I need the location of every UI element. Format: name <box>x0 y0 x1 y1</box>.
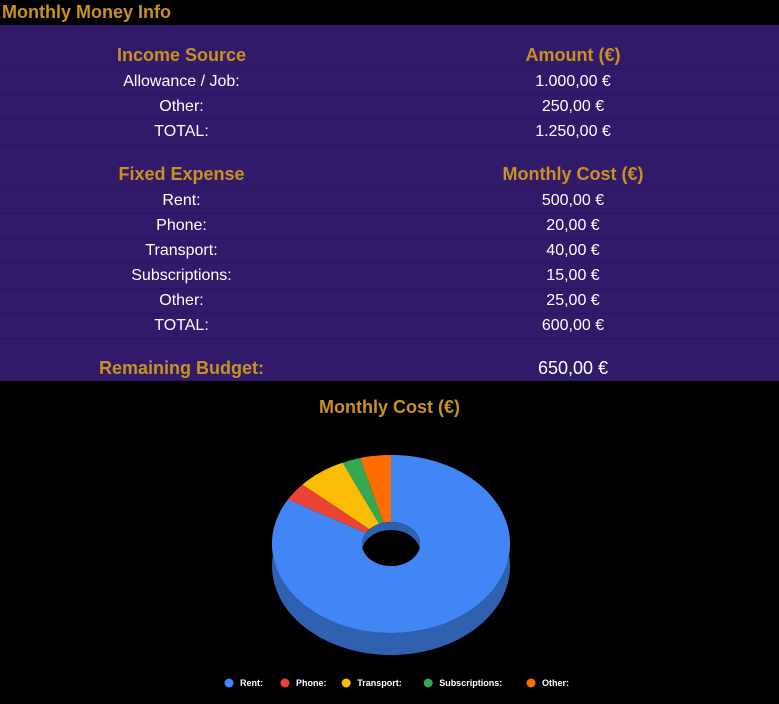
expense-value: 15,00 € <box>546 267 600 284</box>
table-row: Phone: 20,00 € <box>0 213 779 239</box>
donut-inner-wall <box>362 522 420 552</box>
expense-label: Other: <box>159 292 204 309</box>
expense-label: Transport: <box>145 242 218 259</box>
income-label: Other: <box>159 98 204 115</box>
legend-swatch <box>280 678 290 688</box>
pie-slice-other[interactable] <box>360 455 391 523</box>
pie-slice-subscriptions[interactable] <box>342 458 384 524</box>
legend-label: Subscriptions: <box>439 678 502 688</box>
expense-total-value: 600,00 € <box>541 317 605 334</box>
expense-total-label: TOTAL: <box>154 317 209 334</box>
chart-title: Monthly Cost (€) <box>319 397 460 417</box>
table-row: Allowance / Job: 1.000,00 € <box>0 69 779 95</box>
expense-value: 40,00 € <box>546 242 600 259</box>
pie-chart-area: Monthly Cost (€) Rent: Phone: Transport: Su… <box>0 381 779 704</box>
income-total-value: 1.250,00 € <box>535 123 611 140</box>
legend-label: Phone: <box>296 678 327 688</box>
legend-label: Rent: <box>240 678 263 688</box>
legend-swatch <box>423 678 433 688</box>
legend-label: Other: <box>542 678 569 688</box>
legend-swatch <box>526 678 536 688</box>
expense-value: 25,00 € <box>546 292 600 309</box>
fixed-expense-header: Fixed Expense <box>118 164 245 184</box>
pie-slice-phone[interactable] <box>287 484 370 533</box>
remaining-budget-value: 650,00 € <box>537 358 609 378</box>
table-row: Subscriptions: 15,00 € <box>0 263 779 289</box>
expense-value: 20,00 € <box>546 217 600 234</box>
pie-slice-transport[interactable] <box>302 462 380 530</box>
legend-entry[interactable]: Phone: <box>280 678 327 688</box>
donut-hole <box>362 522 420 566</box>
expense-label: Rent: <box>162 192 201 209</box>
page-title: Monthly Money Info <box>2 2 171 22</box>
income-label: Allowance / Job: <box>123 73 240 90</box>
legend-entry[interactable]: Subscriptions: <box>423 678 503 688</box>
table-row: Other: 25,00 € <box>0 288 779 314</box>
expense-header-row: Fixed Expense Monthly Cost (€) <box>0 162 779 188</box>
legend-swatch <box>341 678 351 688</box>
income-header-row: Income Source Amount (€) <box>0 43 779 69</box>
income-value: 1.000,00 € <box>535 73 611 90</box>
table-row: Transport: 40,00 € <box>0 238 779 264</box>
income-value: 250,00 € <box>541 98 605 115</box>
remaining-budget-row: Remaining Budget: 650,00 € <box>0 356 779 381</box>
income-source-header: Income Source <box>116 45 247 65</box>
expense-label: Subscriptions: <box>131 267 232 284</box>
remaining-budget-label: Remaining Budget: <box>99 358 264 378</box>
table-row: TOTAL: 600,00 € <box>0 313 779 339</box>
pie-chart: Rent: Phone: Transport: Subscriptions: Other… <box>224 455 570 688</box>
legend-entry[interactable]: Other: <box>526 678 570 688</box>
table-row: Other: 250,00 € <box>0 94 779 120</box>
monthly-cost-header: Monthly Cost (€) <box>502 164 644 184</box>
expense-label: Phone: <box>156 217 207 234</box>
income-amount-header: Amount (€) <box>525 45 621 65</box>
legend-label: Transport: <box>357 678 402 688</box>
legend-entry[interactable]: Rent: <box>224 678 264 688</box>
table-row: Rent: 500,00 € <box>0 188 779 214</box>
budget-sheet: Income Source Amount (€) Allowance / Job… <box>0 25 779 381</box>
table-row: TOTAL: 1.250,00 € <box>0 119 779 145</box>
expense-value: 500,00 € <box>541 192 605 209</box>
legend-swatch <box>224 678 234 688</box>
legend-entry[interactable]: Transport: <box>341 678 402 688</box>
title-bar: Monthly Money Info <box>0 0 779 25</box>
pie-slice-rent[interactable] <box>272 455 511 633</box>
income-total-label: TOTAL: <box>154 123 209 140</box>
